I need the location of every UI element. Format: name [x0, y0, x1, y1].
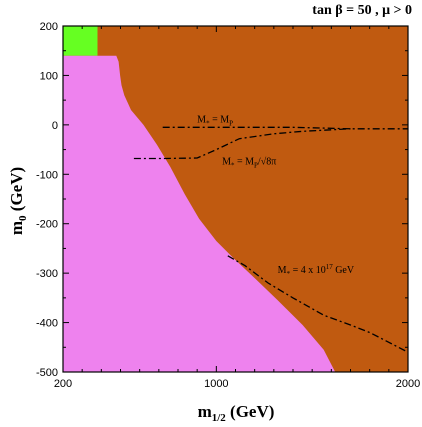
- y-axis-title-main: m: [7, 221, 26, 235]
- label-mstar-4e17: M* = 4 x 1017 GeV: [278, 263, 355, 278]
- curve-mstar-mp: [162, 126, 408, 130]
- x-tick-labels: 200 1000 2000: [54, 378, 420, 390]
- ticks-layer: [62, 25, 409, 373]
- plot-area: [62, 25, 409, 373]
- x-axis-title: m1/2 (GeV): [198, 402, 275, 424]
- chart-title: tan β = 50 , μ > 0: [312, 3, 412, 18]
- y-tick-label: -500: [36, 367, 58, 379]
- curve-mstar-4e17: [227, 255, 409, 353]
- y-axis-title-sub: 0: [17, 215, 29, 221]
- x-tick-label: 1000: [204, 378, 228, 390]
- regions-layer: [63, 26, 336, 372]
- curve-annotations: M* = MP M* = MP/√8π M* = 4 x 1017 GeV: [197, 114, 355, 278]
- label-mstar-mp-8pi: M* = MP/√8π: [222, 156, 276, 169]
- y-tick-label: -400: [36, 318, 58, 330]
- y-axis-title: m0 (GeV): [7, 167, 29, 235]
- x-tick-label: 2000: [396, 378, 420, 390]
- x-axis-title-sub: 1/2: [212, 412, 227, 424]
- label-mstar-mp: M* = MP: [197, 114, 233, 127]
- y-tick-label: -100: [36, 169, 58, 181]
- x-tick-label: 200: [54, 378, 72, 390]
- y-tick-label: -200: [36, 219, 58, 231]
- y-tick-label: -300: [36, 268, 58, 280]
- y-tick-label: 0: [52, 120, 58, 132]
- y-tick-label: 200: [40, 21, 58, 33]
- x-axis-title-main: m: [198, 402, 212, 421]
- region-green: [63, 26, 98, 56]
- curves-layer: [133, 126, 409, 353]
- curve-mstar-mp-8pi: [133, 128, 351, 160]
- y-tick-labels: 200 100 0 -100 -200 -300 -400 -500: [36, 21, 58, 379]
- y-axis-title-unit: (GeV): [7, 167, 26, 216]
- x-axis-title-unit: (GeV): [226, 402, 275, 421]
- region-pink: [63, 55, 336, 372]
- y-tick-label: 100: [40, 70, 58, 82]
